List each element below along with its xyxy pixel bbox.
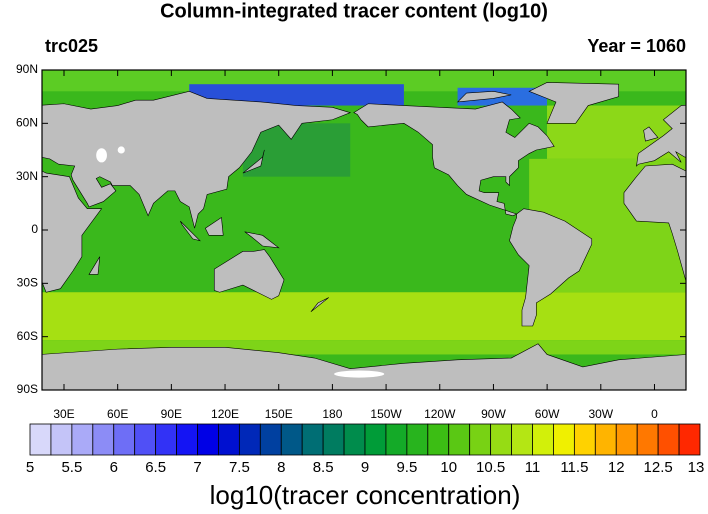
lat-label: 30N	[16, 169, 38, 183]
colorbar-label: 12	[608, 459, 625, 476]
color-box	[197, 423, 219, 456]
lat-label: 60N	[16, 116, 38, 130]
right-label: Year = 1060	[587, 36, 686, 56]
lat-label: 60S	[17, 329, 38, 343]
color-box	[322, 423, 345, 456]
color-box	[553, 423, 575, 456]
colorbar-label: 6	[110, 459, 118, 476]
color-box	[678, 423, 701, 456]
color-box	[71, 423, 94, 456]
colorbar-label: 8	[277, 459, 285, 476]
colorbar-label: 5.5	[61, 459, 82, 476]
colorbar-label: 10.5	[476, 459, 505, 476]
color-box	[594, 423, 617, 456]
color-box	[657, 423, 680, 456]
title: Column-integrated tracer content (log10)	[160, 0, 548, 22]
lon-label: 90E	[161, 407, 182, 421]
lon-label: 30W	[588, 407, 613, 421]
lon-label: 120E	[211, 407, 239, 421]
color-box	[573, 423, 596, 456]
color-box	[238, 423, 261, 456]
color-box	[259, 423, 282, 456]
color-box	[615, 423, 638, 456]
colorbar-label: 13	[688, 459, 705, 476]
lon-label: 120W	[424, 407, 456, 421]
color-box	[385, 423, 408, 456]
lat-label: 90N	[16, 62, 38, 76]
color-box	[218, 423, 240, 456]
color-box	[155, 423, 177, 456]
lon-label: 90W	[481, 407, 506, 421]
color-box	[301, 423, 324, 456]
colorbar-label: 10	[440, 459, 457, 476]
colorbar-label: 5	[26, 459, 34, 476]
color-box	[343, 423, 366, 456]
colorbar-label: 8.5	[313, 459, 334, 476]
lon-label: 0	[651, 407, 658, 421]
lon-label: 60E	[107, 407, 128, 421]
color-box	[469, 423, 492, 456]
color-box	[532, 423, 554, 456]
color-box	[511, 423, 533, 456]
color-box	[364, 423, 387, 456]
colorbar-label: 7.5	[229, 459, 250, 476]
map	[42, 70, 686, 390]
color-box	[636, 423, 659, 456]
colorbar-label: 11	[525, 459, 541, 476]
colorbar-label: 7	[193, 459, 201, 476]
color-box	[113, 423, 136, 456]
color-box	[176, 423, 198, 456]
colorbar-label: 11.5	[560, 459, 588, 476]
lon-label: 150W	[370, 407, 402, 421]
color-box	[448, 423, 471, 456]
lat-label: 90S	[17, 382, 38, 396]
color-box	[134, 423, 157, 456]
colorbar-label: 9	[361, 459, 369, 476]
lat-label: 0	[31, 222, 38, 236]
color-box	[406, 423, 429, 456]
colorbar-label: 6.5	[145, 459, 166, 476]
color-box	[29, 423, 52, 456]
color-box	[490, 423, 512, 456]
lon-label: 150E	[265, 407, 293, 421]
lon-label: 180	[322, 407, 342, 421]
color-box	[50, 423, 73, 456]
color-box	[92, 423, 115, 456]
left-label: trc025	[45, 36, 98, 56]
lat-label: 30S	[17, 276, 38, 290]
colorbar-label: 12.5	[644, 459, 673, 476]
colorbar-title: log10(tracer concentration)	[210, 480, 521, 510]
lon-label: 60W	[535, 407, 560, 421]
colorbar-label: 9.5	[396, 459, 417, 476]
lon-label: 30E	[53, 407, 74, 421]
color-box	[427, 423, 450, 456]
color-box	[280, 423, 303, 456]
